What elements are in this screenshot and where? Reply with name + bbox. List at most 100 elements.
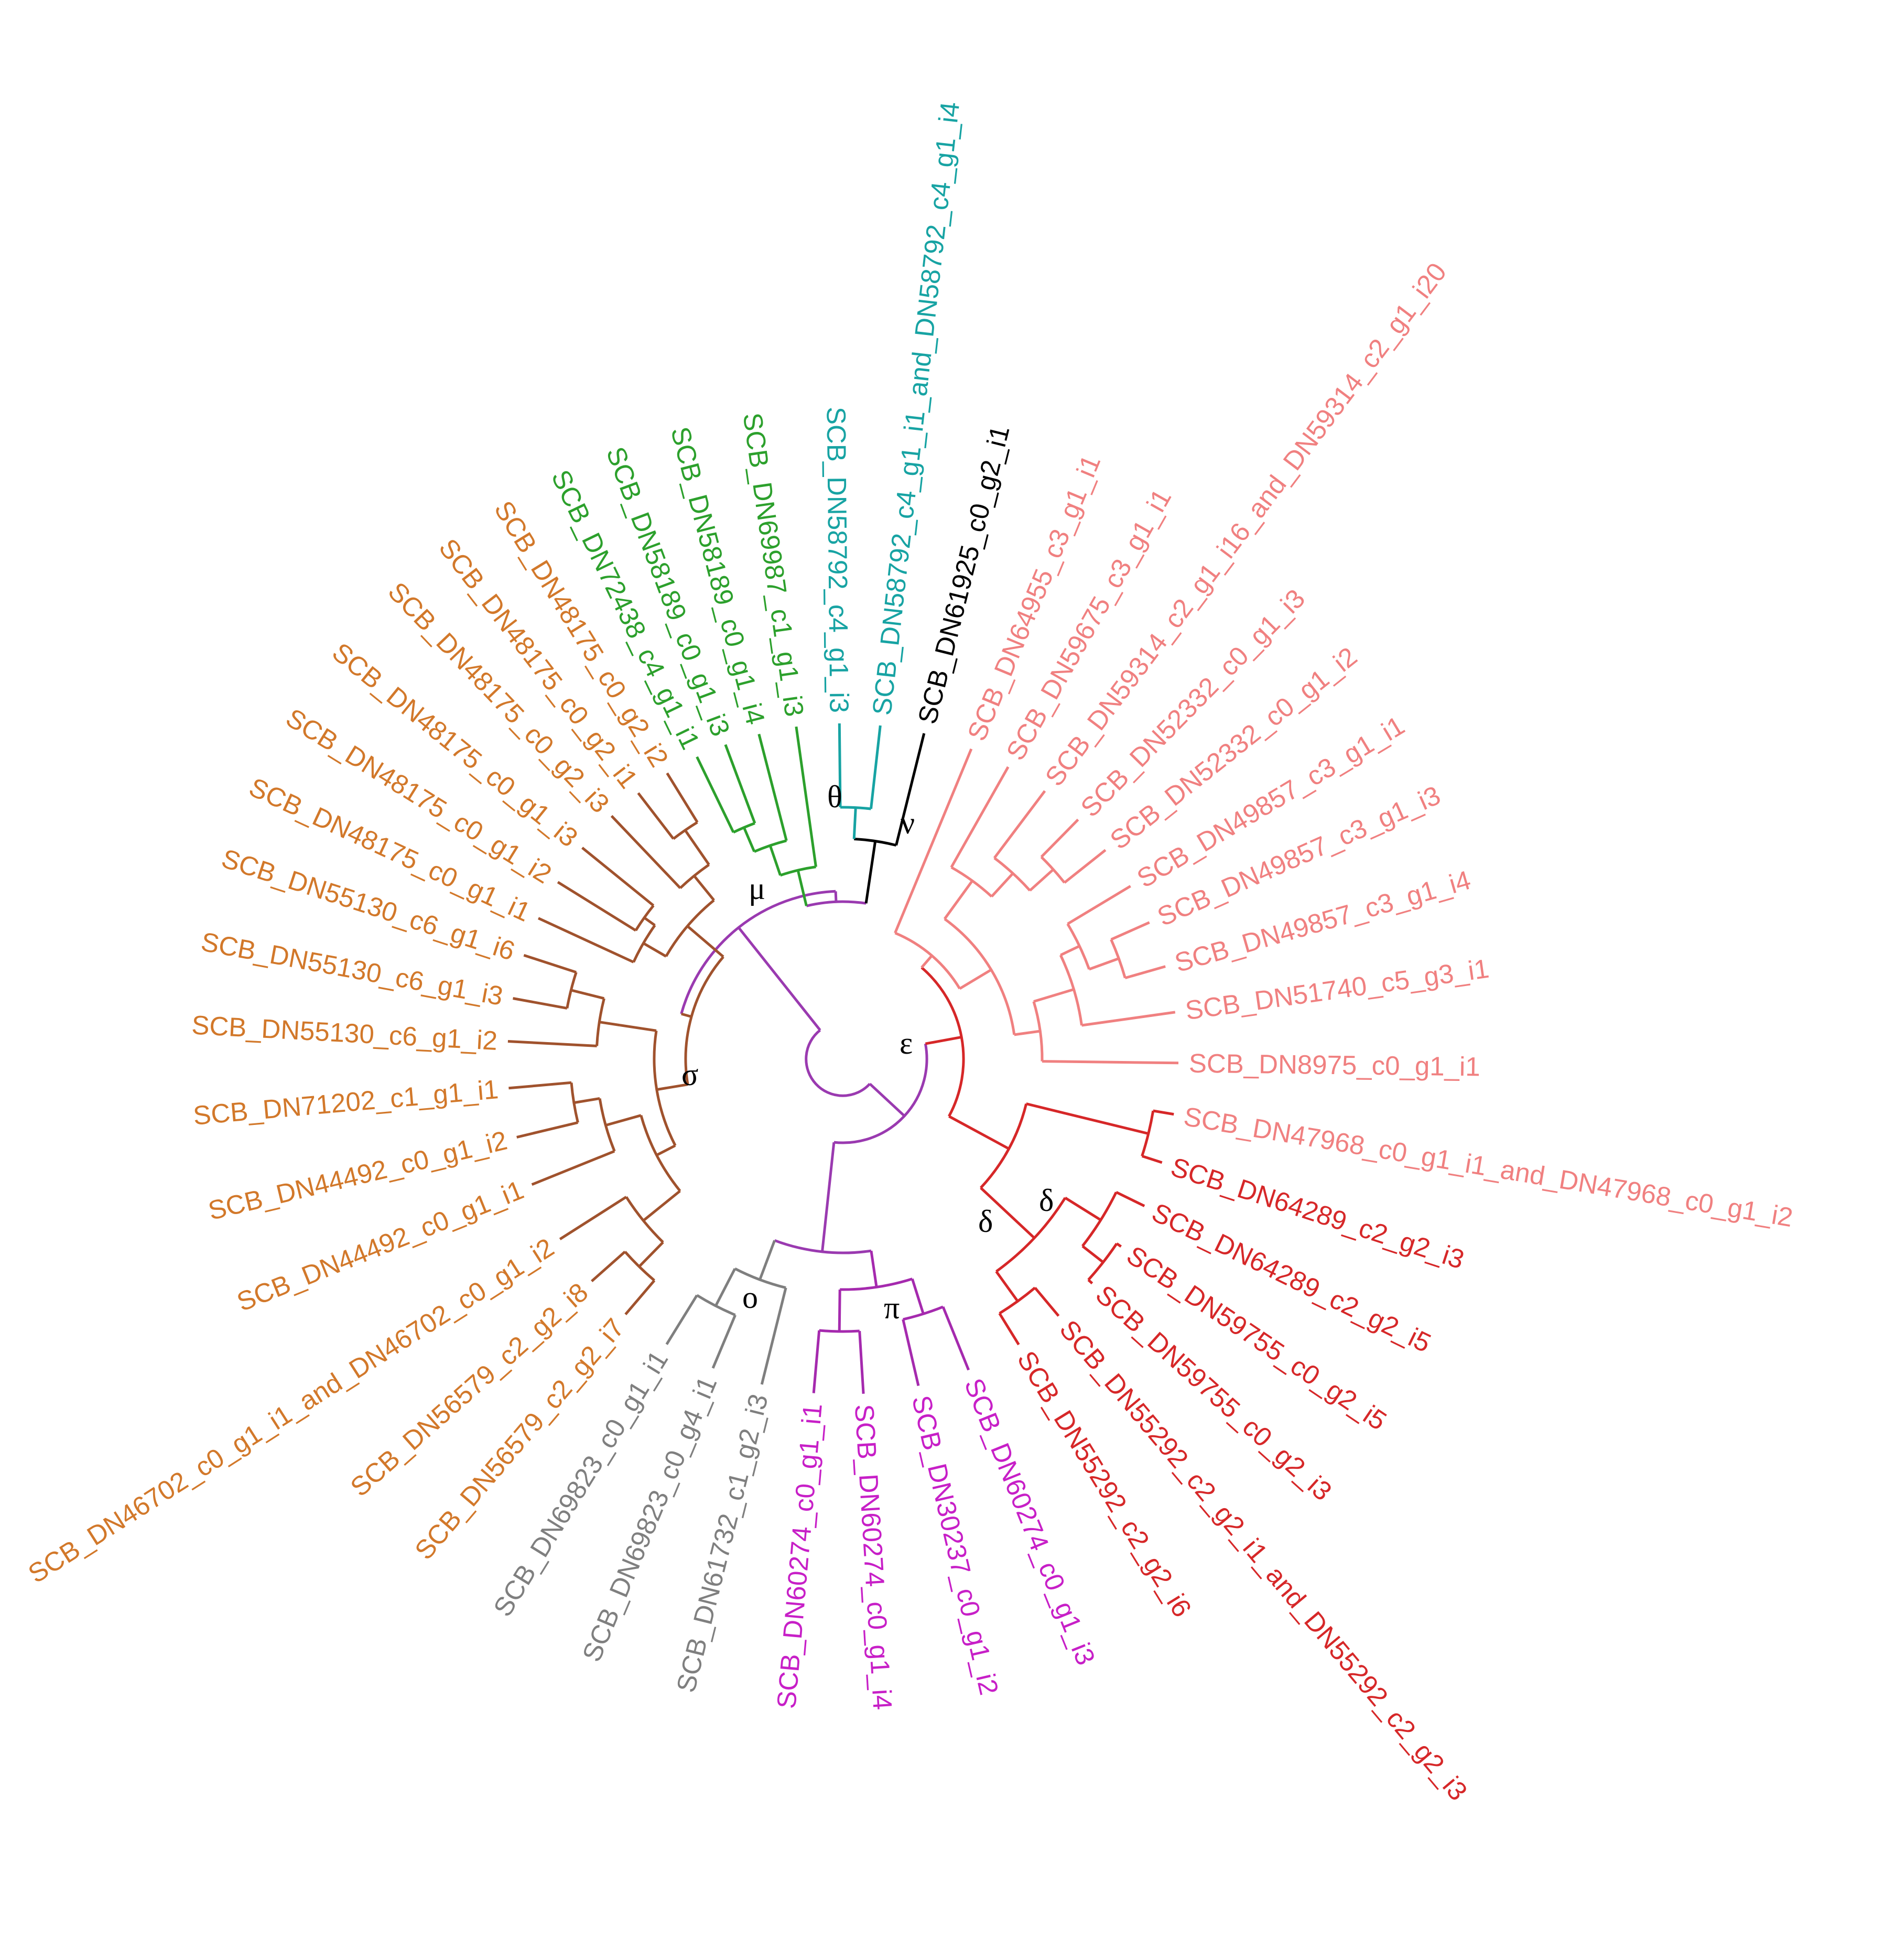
tree-branch-64 — [838, 723, 842, 808]
tree-branch-104 — [1116, 1191, 1145, 1207]
tree-branch-60 — [864, 841, 877, 904]
tree-arc-70 — [774, 1239, 872, 1254]
tree-branch-1 — [738, 926, 821, 1031]
tree-branch-38 — [508, 1081, 572, 1090]
tree-branch-113 — [1014, 1030, 1041, 1036]
tree-branch-5 — [686, 925, 724, 958]
tree-branch-57 — [724, 744, 756, 824]
tree-branch-90 — [948, 1115, 1010, 1150]
tree-arc-117 — [1059, 954, 1083, 1026]
tree-branch-14 — [643, 942, 667, 958]
tree-branch-132 — [1064, 849, 1107, 884]
tree-arc-63 — [840, 806, 871, 810]
tree-arc-95 — [999, 1286, 1036, 1315]
tree-arc-110 — [894, 932, 961, 990]
tree-branch-116 — [1033, 988, 1075, 1003]
tree-arc-4 — [684, 956, 724, 1085]
tree-branch-94 — [995, 1271, 1019, 1302]
tree-branch-36 — [573, 1097, 600, 1104]
tree-branch-59 — [795, 726, 817, 867]
tree-branch-40 — [531, 1150, 615, 1186]
tree-branch-134 — [993, 790, 1046, 859]
tree-arc-68 — [833, 1043, 928, 1144]
tree-branch-84 — [911, 1278, 925, 1315]
tree-branch-83 — [858, 1330, 865, 1394]
clade-label-pi: π — [884, 1291, 900, 1325]
tree-arc-37 — [570, 1082, 579, 1123]
tree-branch-30 — [513, 997, 568, 1010]
clade-label-nu: ν — [901, 806, 915, 840]
tree-branch-69 — [821, 1142, 836, 1252]
tree-branch-65 — [870, 725, 882, 809]
tree-arc-101 — [1087, 1242, 1118, 1281]
tree-branch-25 — [599, 1021, 621, 1027]
tree-branch-88 — [925, 1035, 962, 1045]
tree-branch-115 — [1042, 1060, 1179, 1065]
tree-arc-61 — [854, 838, 897, 847]
tree-arc-15 — [632, 924, 656, 963]
tree-branch-3 — [681, 1012, 692, 1018]
tree-branch-18 — [581, 847, 655, 907]
tree-branch-109 — [921, 955, 933, 969]
tree-branch-34 — [605, 1114, 642, 1127]
clade-label-delta-outer: δ — [978, 1204, 993, 1239]
tree-branch-73 — [714, 1268, 737, 1307]
tree-arc-127 — [950, 866, 993, 898]
tree-arc-26 — [595, 998, 605, 1046]
tree-branch-124 — [1110, 921, 1150, 941]
tree-branch-133 — [1040, 818, 1079, 858]
tree-branch-80 — [838, 1289, 841, 1332]
tree-branch-102 — [1087, 1279, 1093, 1285]
leaf-label: SCB_DN55292_c2_g2_i1_and_DN55292_c2_g2_i… — [1054, 1314, 1473, 1806]
leaf-label: SCB_DN60274_c0_g1_i4 — [849, 1403, 898, 1710]
tree-arc-42 — [625, 1196, 664, 1243]
tree-arc-93 — [995, 1197, 1067, 1273]
tree-branch-135 — [950, 766, 1010, 868]
tree-branch-21 — [656, 1083, 688, 1091]
tree-branch-66 — [895, 733, 926, 846]
clade-label-epsilon: ε — [900, 1026, 913, 1060]
tree-branch-118 — [1081, 1011, 1176, 1027]
tree-arc-122 — [1110, 939, 1127, 979]
tree-arc-112 — [944, 917, 1016, 1035]
tree-branch-100 — [1081, 1245, 1104, 1263]
tree-branch-41 — [642, 1189, 681, 1222]
tree-branch-47 — [624, 1280, 656, 1316]
tree-branch-77 — [760, 1287, 787, 1385]
tree-branch-62 — [852, 807, 857, 839]
tree-arc-91 — [980, 1103, 1028, 1189]
tree-arc-17 — [634, 904, 655, 932]
tree-branch-78 — [870, 1250, 878, 1287]
tree-arc-72 — [734, 1267, 786, 1290]
tree-branch-52 — [768, 845, 782, 876]
tree-branch-86 — [902, 1319, 920, 1387]
tree-branch-126 — [943, 880, 973, 920]
clade-label-sigma: σ — [681, 1057, 698, 1092]
tree-arc-129 — [993, 857, 1031, 892]
tree-arc-74 — [696, 1294, 736, 1316]
tree-branch-12 — [637, 792, 675, 840]
tree-branch-7 — [693, 875, 715, 901]
tree-arc-120 — [1066, 923, 1091, 970]
tree-arc-35 — [598, 1098, 616, 1152]
clade-label-delta-inner: δ — [1039, 1183, 1054, 1218]
tree-branch-87 — [941, 1306, 970, 1371]
tree-branch-111 — [959, 968, 992, 990]
tree-arc-99 — [1081, 1192, 1118, 1247]
tree-branch-43 — [559, 1196, 627, 1241]
tree-arc-2 — [680, 890, 836, 1014]
tree-branch-76 — [711, 1314, 737, 1369]
tree-branch-130 — [1029, 868, 1054, 892]
tree-branch-23 — [620, 1024, 657, 1032]
tree-branch-46 — [591, 1250, 626, 1282]
tree-branch-98 — [1064, 1196, 1102, 1221]
tree-arc-85 — [903, 1305, 944, 1321]
tree-branch-16 — [643, 916, 656, 927]
tree-branch-58 — [757, 733, 788, 841]
tree-arc-33 — [640, 1115, 681, 1192]
tree-branch-20 — [537, 917, 634, 963]
tree-branch-92 — [980, 1187, 1035, 1239]
tree-branch-44 — [638, 1241, 664, 1268]
tree-branch-29 — [523, 954, 577, 974]
leaf-label: SCB_DN51740_c5_g3_i1 — [1184, 954, 1491, 1026]
